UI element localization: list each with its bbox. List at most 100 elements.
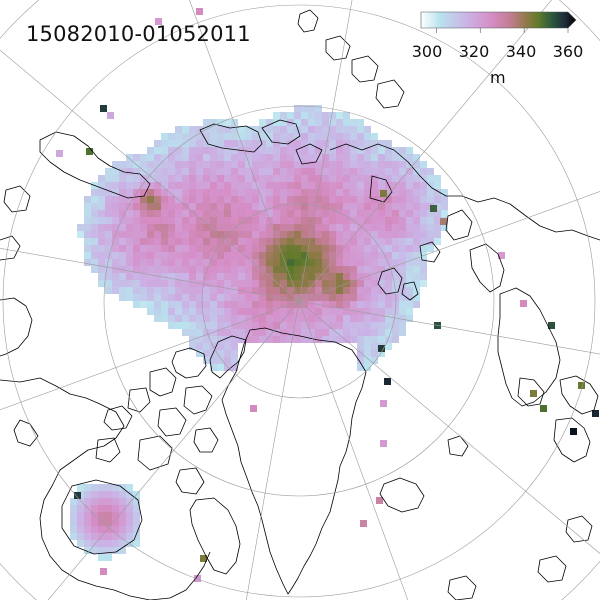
thickness-pixel <box>273 168 280 175</box>
thickness-pixel <box>112 161 119 168</box>
thickness-pixel <box>168 175 175 182</box>
thickness-pixel <box>371 350 378 357</box>
thickness-pixel <box>427 182 434 189</box>
thickness-pixel <box>126 154 133 161</box>
thickness-pixel <box>329 126 336 133</box>
thickness-pixel <box>154 259 161 266</box>
thickness-pixel <box>105 259 112 266</box>
thickness-pixel <box>420 210 427 217</box>
thickness-pixel <box>98 491 105 498</box>
thickness-pixel <box>175 189 182 196</box>
thickness-pixel <box>224 196 231 203</box>
thickness-pixel <box>315 189 322 196</box>
thickness-pixel <box>259 245 266 252</box>
thickness-pixel <box>259 294 266 301</box>
thickness-pixel <box>592 410 599 417</box>
thickness-pixel <box>238 280 245 287</box>
thickness-pixel <box>280 126 287 133</box>
thickness-pixel <box>371 343 378 350</box>
thickness-pixel <box>399 189 406 196</box>
thickness-pixel <box>357 273 364 280</box>
thickness-pixel <box>238 329 245 336</box>
thickness-pixel <box>112 287 119 294</box>
thickness-pixel <box>203 343 210 350</box>
thickness-pixel <box>336 168 343 175</box>
thickness-pixel <box>112 547 119 554</box>
thickness-pixel <box>182 161 189 168</box>
thickness-pixel <box>273 266 280 273</box>
thickness-pixel <box>210 210 217 217</box>
thickness-pixel <box>210 315 217 322</box>
thickness-pixel <box>392 322 399 329</box>
thickness-pixel <box>308 189 315 196</box>
thickness-pixel <box>378 140 385 147</box>
thickness-pixel <box>147 259 154 266</box>
thickness-pixel <box>322 245 329 252</box>
thickness-pixel <box>133 175 140 182</box>
thickness-pixel <box>259 154 266 161</box>
thickness-pixel <box>392 280 399 287</box>
thickness-pixel <box>399 322 406 329</box>
thickness-pixel <box>280 238 287 245</box>
thickness-pixel <box>154 315 161 322</box>
thickness-pixel <box>203 287 210 294</box>
thickness-pixel <box>119 210 126 217</box>
thickness-pixel <box>357 140 364 147</box>
thickness-pixel <box>287 266 294 273</box>
thickness-pixel <box>413 238 420 245</box>
thickness-pixel <box>336 147 343 154</box>
thickness-pixel <box>273 322 280 329</box>
thickness-pixel <box>203 189 210 196</box>
thickness-pixel <box>280 154 287 161</box>
thickness-pixel <box>119 491 126 498</box>
thickness-pixel <box>91 512 98 519</box>
thickness-pixel <box>168 322 175 329</box>
thickness-pixel <box>84 238 91 245</box>
thickness-pixel <box>231 350 238 357</box>
thickness-pixel <box>238 273 245 280</box>
thickness-pixel <box>280 273 287 280</box>
thickness-pixel <box>294 154 301 161</box>
thickness-pixel <box>238 266 245 273</box>
thickness-pixel <box>301 252 308 259</box>
thickness-pixel <box>364 154 371 161</box>
thickness-pixel <box>301 315 308 322</box>
thickness-pixel <box>210 350 217 357</box>
thickness-pixel <box>196 133 203 140</box>
thickness-pixel <box>147 203 154 210</box>
thickness-pixel <box>154 217 161 224</box>
thickness-pixel <box>266 196 273 203</box>
thickness-pixel <box>168 203 175 210</box>
thickness-pixel <box>287 259 294 266</box>
thickness-pixel <box>194 575 201 582</box>
thickness-pixel <box>119 175 126 182</box>
thickness-pixel <box>203 308 210 315</box>
thickness-pixel <box>245 315 252 322</box>
thickness-pixel <box>77 533 84 540</box>
thickness-pixel <box>175 224 182 231</box>
thickness-pixel <box>329 287 336 294</box>
thickness-pixel <box>245 294 252 301</box>
thickness-pixel <box>364 266 371 273</box>
thickness-pixel <box>210 140 217 147</box>
thickness-pixel <box>364 357 371 364</box>
thickness-pixel <box>329 329 336 336</box>
thickness-pixel <box>406 217 413 224</box>
thickness-pixel <box>420 161 427 168</box>
thickness-pixel <box>133 498 140 505</box>
thickness-pixel <box>371 322 378 329</box>
thickness-pixel <box>350 280 357 287</box>
thickness-pixel <box>196 273 203 280</box>
thickness-pixel <box>119 224 126 231</box>
thickness-pixel <box>315 112 322 119</box>
thickness-pixel <box>98 540 105 547</box>
thickness-pixel <box>350 147 357 154</box>
thickness-pixel <box>175 273 182 280</box>
thickness-pixel <box>350 203 357 210</box>
thickness-pixel <box>322 252 329 259</box>
thickness-pixel <box>238 182 245 189</box>
thickness-pixel <box>154 245 161 252</box>
thickness-pixel <box>98 547 105 554</box>
thickness-pixel <box>385 245 392 252</box>
thickness-pixel <box>161 266 168 273</box>
